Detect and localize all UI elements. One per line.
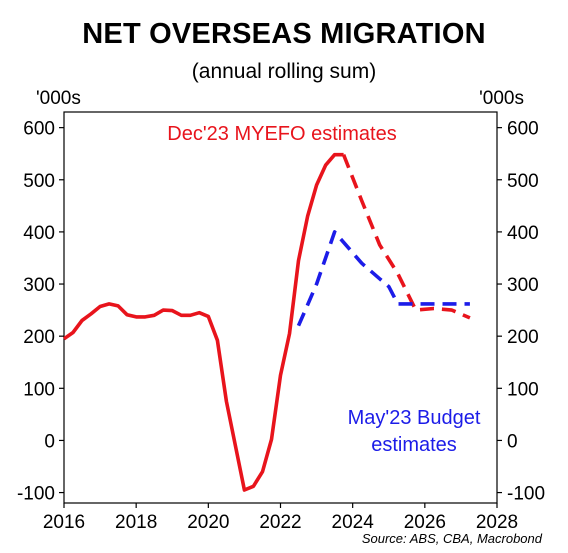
y-tick-label-left: 500	[23, 171, 55, 192]
chart-title: NET OVERSEAS MIGRATION	[82, 18, 486, 50]
y-tick-label-right: 300	[507, 275, 539, 296]
y-tick-label-right: 600	[507, 119, 539, 140]
y-tick-label-left: 300	[23, 275, 55, 296]
y-tick-label-left: -100	[17, 484, 55, 505]
y-tick-label-left: 600	[23, 119, 55, 140]
y-axis-left: -100 0 100 200 300 400 500 600	[17, 119, 64, 505]
annotations: Dec'23 MYEFO estimates May'23 Budget estim…	[167, 123, 481, 456]
y-tick-label-right: 0	[507, 431, 518, 452]
y-tick-label-left: 400	[23, 223, 55, 244]
y-axis-unit-left: '000s	[36, 88, 81, 109]
x-tick-label: 2026	[404, 512, 446, 533]
series-lines	[62, 152, 471, 492]
y-tick-label-left: 100	[23, 379, 55, 400]
y-tick-label-right: 400	[507, 223, 539, 244]
annotation-label: Dec'23 MYEFO estimates	[167, 123, 396, 145]
series-line-2	[296, 230, 470, 327]
source-note: Source: ABS, CBA, Macrobond	[361, 531, 542, 546]
x-axis: 2016 2018 2020 2022 2024 2026 2028	[43, 503, 518, 533]
x-tick-label: 2024	[332, 512, 375, 533]
x-tick-label: 2018	[115, 512, 157, 533]
y-axis-unit-right: '000s	[479, 88, 524, 109]
series-line-0	[62, 152, 344, 492]
y-tick-label-right: 100	[507, 379, 539, 400]
chart-subtitle: (annual rolling sum)	[191, 60, 377, 83]
y-tick-label-right: 500	[507, 171, 539, 192]
series-line-1	[341, 154, 471, 320]
y-tick-label-right: 200	[507, 327, 539, 348]
y-axis-right: -100 0 100 200 300 400 500 600	[497, 119, 545, 505]
annotation-label: May'23 Budget	[348, 407, 481, 429]
y-tick-label-left: 200	[23, 327, 55, 348]
annotation-label: estimates	[371, 434, 457, 456]
x-tick-label: 2020	[187, 512, 229, 533]
y-tick-label-left: 0	[44, 431, 55, 452]
x-tick-label: 2028	[476, 512, 518, 533]
y-tick-label-right: -100	[507, 484, 545, 505]
x-tick-label: 2016	[43, 512, 85, 533]
x-tick-label: 2022	[259, 512, 301, 533]
